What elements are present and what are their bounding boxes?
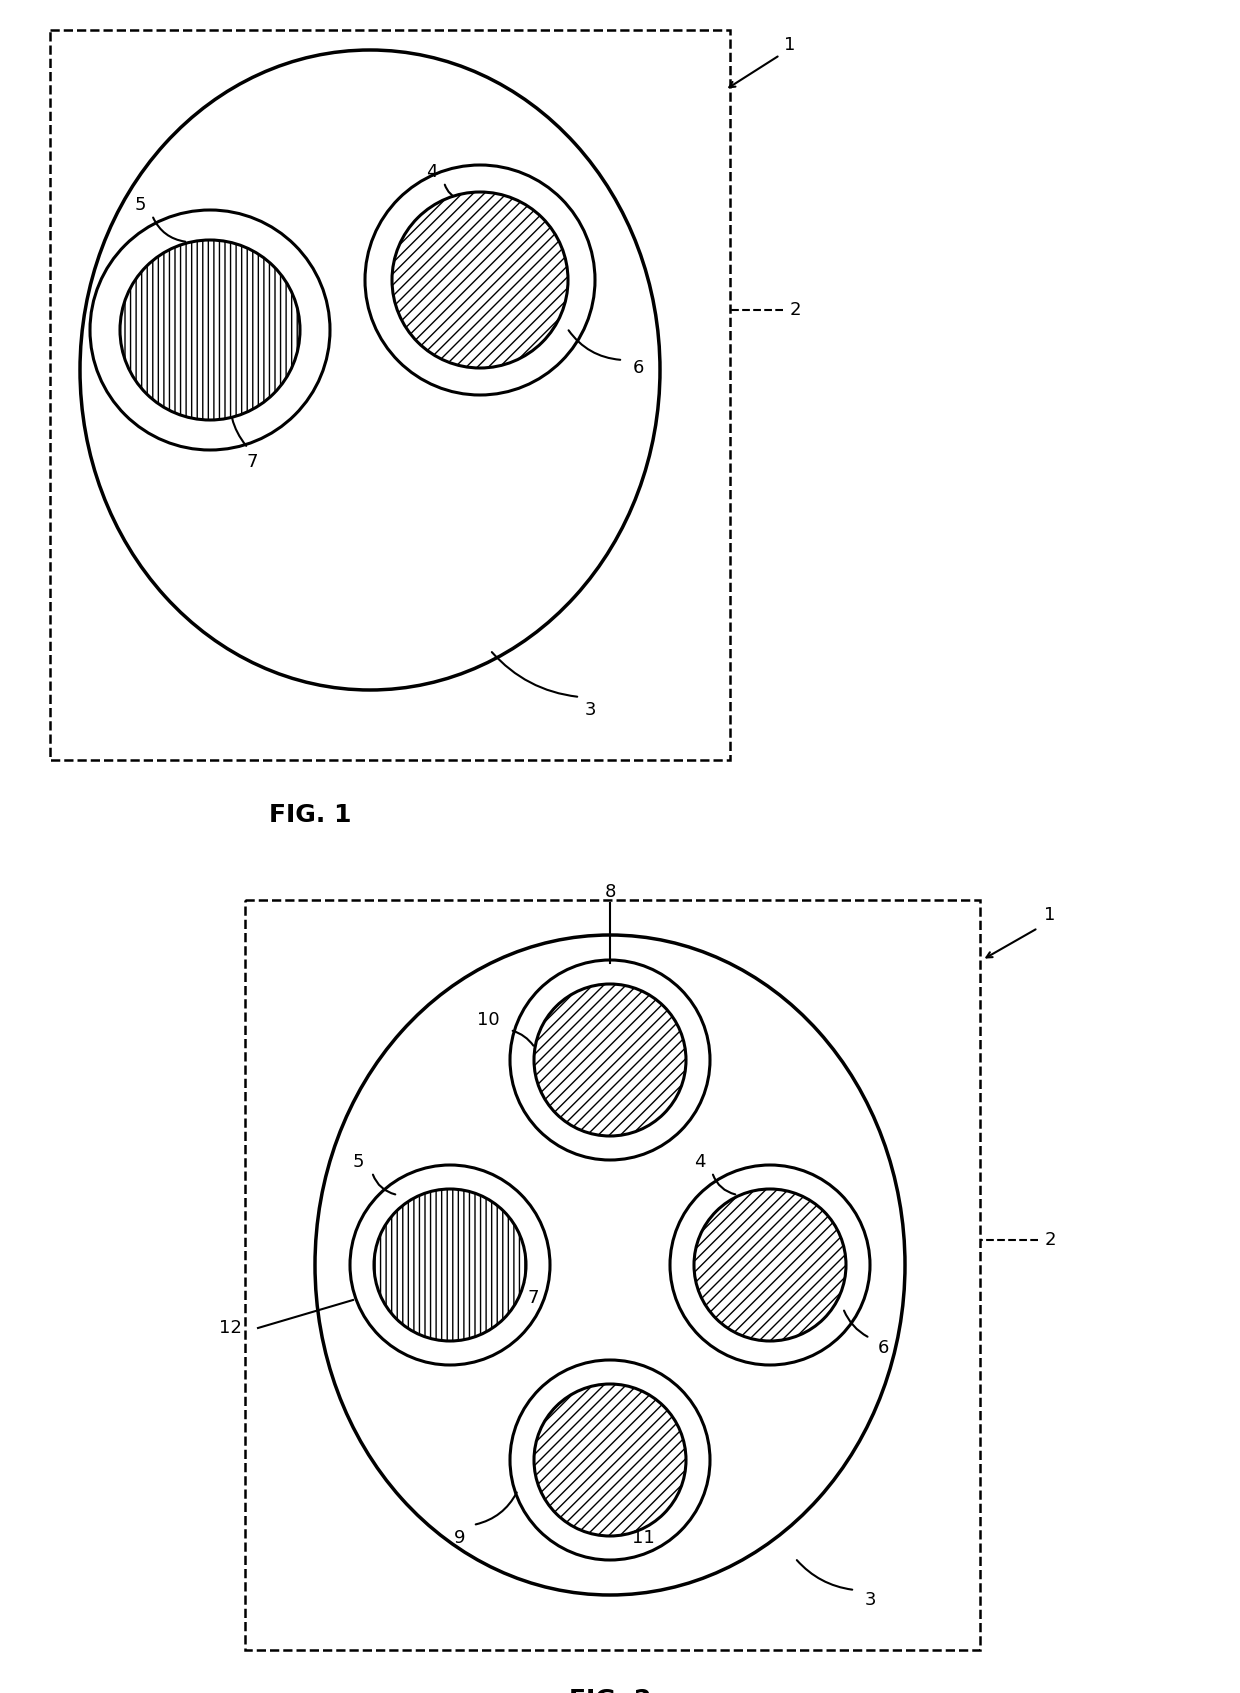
Text: 8: 8 [604, 884, 616, 901]
Circle shape [365, 164, 595, 394]
Text: 4: 4 [694, 1153, 706, 1172]
Text: 12: 12 [218, 1319, 242, 1337]
Text: FIG. 2: FIG. 2 [569, 1688, 651, 1693]
Text: 5: 5 [134, 196, 146, 213]
Circle shape [534, 1383, 686, 1536]
Text: 7: 7 [247, 454, 258, 471]
Text: 11: 11 [631, 1529, 655, 1547]
Circle shape [510, 1359, 711, 1559]
Circle shape [510, 960, 711, 1160]
Circle shape [392, 191, 568, 367]
Circle shape [91, 210, 330, 450]
Ellipse shape [315, 935, 905, 1595]
Text: 1: 1 [1044, 906, 1055, 924]
Ellipse shape [81, 51, 660, 691]
Text: 2: 2 [789, 301, 801, 318]
Text: FIG. 1: FIG. 1 [269, 802, 351, 826]
Text: 6: 6 [878, 1339, 889, 1358]
Circle shape [534, 984, 686, 1136]
Circle shape [350, 1165, 551, 1365]
Text: 3: 3 [864, 1591, 875, 1608]
Text: 7: 7 [527, 1288, 538, 1307]
Text: 4: 4 [427, 163, 438, 181]
Text: 1: 1 [785, 36, 796, 54]
Circle shape [670, 1165, 870, 1365]
Text: 9: 9 [454, 1529, 466, 1547]
Text: 3: 3 [584, 701, 595, 720]
Text: 10: 10 [476, 1011, 500, 1029]
Text: 5: 5 [352, 1153, 363, 1172]
Circle shape [694, 1188, 846, 1341]
Circle shape [374, 1188, 526, 1341]
Text: 2: 2 [1044, 1231, 1055, 1249]
Circle shape [120, 240, 300, 420]
Text: 6: 6 [632, 359, 644, 378]
